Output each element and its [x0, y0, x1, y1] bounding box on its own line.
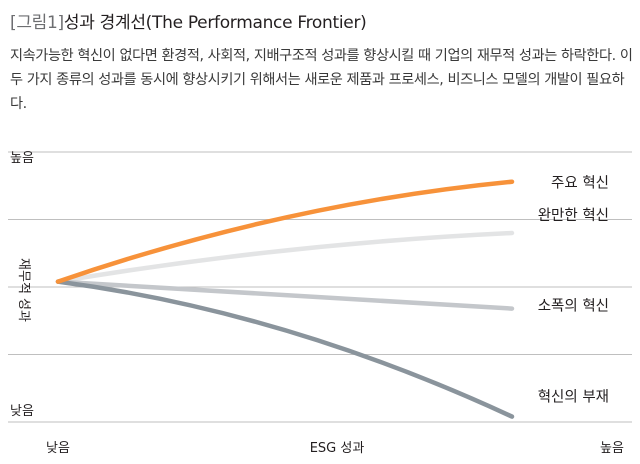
- series-line: [55, 279, 515, 419]
- x-axis-title: ESG 성과: [310, 441, 365, 456]
- y-tick-label: 낮음: [10, 404, 34, 419]
- series-label: 완만한 혁신: [538, 207, 609, 224]
- series-line: [55, 179, 515, 284]
- series-line: [55, 279, 515, 311]
- series-label: 소폭의 혁신: [538, 298, 609, 315]
- series-label: 혁신의 부재: [538, 389, 609, 406]
- x-tick-label: 낮음: [46, 441, 70, 456]
- series-label: 주요 혁신: [551, 175, 609, 192]
- x-tick-label: 높음: [600, 441, 624, 456]
- figure-title-text: 성과 경계선(The Performance Frontier): [63, 13, 367, 33]
- y-tick-label: 높음: [10, 151, 34, 166]
- figure-tag: [그림1]: [10, 13, 64, 33]
- gridlines: [8, 151, 632, 423]
- y-axis-title: 재무적 성과: [16, 258, 31, 322]
- figure-title: [그림1]성과 경계선(The Performance Frontier): [10, 8, 367, 33]
- series-lines: [55, 179, 515, 419]
- series-line: [55, 230, 515, 284]
- figure-caption: 지속가능한 혁신이 없다면 환경적, 사회적, 지배구조적 성과를 향상시킬 때…: [10, 48, 633, 112]
